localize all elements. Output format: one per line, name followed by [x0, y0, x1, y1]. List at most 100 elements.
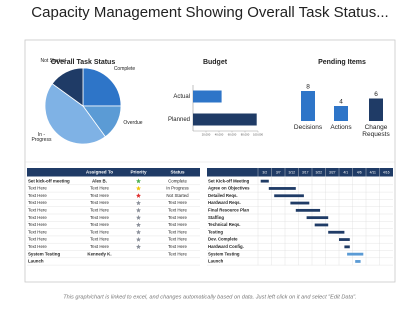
priority-star — [136, 215, 141, 220]
table-cell: In Progress — [166, 186, 189, 191]
y-tick-label: Planned — [168, 117, 190, 123]
table-cell: Text Here — [90, 193, 109, 198]
gantt-bar — [314, 223, 329, 227]
table-cell: Text Here — [168, 222, 187, 227]
gantt-date-label: 3/7 — [276, 170, 281, 174]
gantt-task-label: Final Resource Plan — [208, 207, 249, 212]
gantt-bar — [339, 238, 350, 241]
table-cell: Not Started — [166, 193, 189, 198]
data-label: 4 — [339, 99, 343, 106]
pie-label: Overdue — [123, 119, 143, 126]
gantt-bar — [274, 194, 304, 198]
x-tick-label: 20,000 — [202, 133, 211, 137]
gantt-bar — [347, 252, 364, 256]
table-cell: Text Here — [90, 229, 109, 234]
priority-star — [136, 178, 141, 184]
pie-slice — [51, 67, 84, 107]
table-cell: Text Here — [168, 208, 187, 213]
slide-title: Capacity Management Showing Overall Task… — [31, 4, 388, 21]
gantt-bar — [290, 201, 310, 205]
gantt-bar — [268, 187, 296, 190]
footer-note: This graph/chart is linked to excel, and… — [63, 294, 356, 300]
x-tick-label: Actions — [330, 124, 352, 131]
gantt-date-label: 4/11 — [370, 170, 376, 174]
gantt-task-label: Set Kick-off Meeting — [208, 178, 250, 183]
x-tick-label: 60,000 — [228, 133, 237, 137]
gantt-header — [207, 168, 393, 177]
gantt-date-label: 4/6 — [357, 170, 362, 174]
priority-star — [136, 244, 141, 249]
table-cell: Text Here — [168, 200, 187, 205]
table-cell: Text Here — [168, 229, 187, 234]
bar — [193, 90, 222, 103]
priority-star — [136, 200, 141, 206]
gantt-bar — [260, 179, 269, 183]
table-cell: Text Here — [168, 237, 187, 242]
table-cell: Text Here — [168, 251, 187, 256]
table-cell: Text Here — [90, 186, 109, 191]
gantt-task-label: Detailed Reqs. — [208, 193, 238, 198]
table-cell: Alex B. — [92, 178, 107, 183]
pie-label: Not Started — [40, 58, 66, 64]
y-tick-label: Actual — [173, 94, 190, 100]
table-cell: Text Here — [90, 215, 109, 220]
gantt-date-label: 4/16 — [383, 170, 390, 174]
table-header-cell: Priority — [130, 170, 147, 175]
table-cell: Text Here — [90, 222, 109, 227]
table-header — [27, 168, 200, 177]
x-tick-label: Change Requests — [362, 124, 390, 138]
gantt-task-label: Testing — [208, 229, 223, 234]
panel-border — [24, 39, 396, 283]
pie-label: Complete — [113, 66, 136, 73]
table-cell: Text Here — [90, 237, 109, 242]
gantt-task-label: Hardward Reqs. — [208, 200, 241, 205]
gantt-bar — [344, 245, 350, 249]
priority-star — [136, 207, 141, 213]
priority-star — [136, 222, 141, 228]
table-cell: Text Here — [168, 244, 187, 249]
table-cell: Text Here — [28, 186, 47, 191]
table-cell: Text Here — [28, 237, 47, 242]
x-tick-label: 100,000 — [253, 133, 264, 137]
x-tick-label: 80,000 — [241, 133, 250, 137]
gantt-task-label: Agree on Objectives — [208, 186, 250, 191]
table-cell: Text Here — [28, 208, 47, 213]
table-cell: Text Here — [28, 229, 47, 234]
bar — [301, 91, 315, 121]
table-cell: System Testing — [28, 251, 60, 256]
table-cell: Complete — [168, 178, 187, 183]
chart-title: Pending Items — [318, 59, 366, 66]
priority-star — [136, 193, 141, 198]
table-cell: Text Here — [28, 193, 47, 198]
data-label: 6 — [374, 91, 378, 98]
table-header-cell: Assigned To — [86, 170, 113, 175]
gantt-bar — [295, 208, 321, 212]
gantt-task-label: Launch — [208, 259, 224, 264]
table-cell: Text Here — [28, 222, 47, 227]
table-cell: Text Here — [90, 208, 109, 213]
pie-label: In -Progress — [31, 131, 52, 144]
chart-title: Budget — [203, 59, 228, 66]
table-cell: Text Here — [90, 244, 109, 249]
gantt-date-label: 4/1 — [343, 170, 348, 174]
gantt-task-label: Dev. Complete — [208, 237, 238, 242]
x-tick-label: 40,000 — [215, 133, 224, 137]
gantt-date-label: 3/27 — [329, 170, 336, 174]
gantt-date-label: 3/12 — [288, 170, 295, 174]
gantt-task-label: Hardward Config. — [208, 244, 244, 249]
table-header-cell: Status — [170, 170, 184, 175]
table-cell: Text Here — [28, 244, 47, 249]
table-cell: Text Here — [90, 200, 109, 205]
gantt-bar — [306, 216, 329, 220]
bar — [334, 106, 348, 121]
table-cell: Text Here — [28, 200, 47, 205]
bar — [369, 98, 383, 121]
gantt-bar — [328, 230, 345, 234]
gantt-task-label: System Testing — [208, 251, 240, 256]
gantt-bar — [355, 260, 361, 263]
gantt-date-label: 3/22 — [315, 170, 322, 174]
table-cell: Launch — [28, 259, 44, 264]
